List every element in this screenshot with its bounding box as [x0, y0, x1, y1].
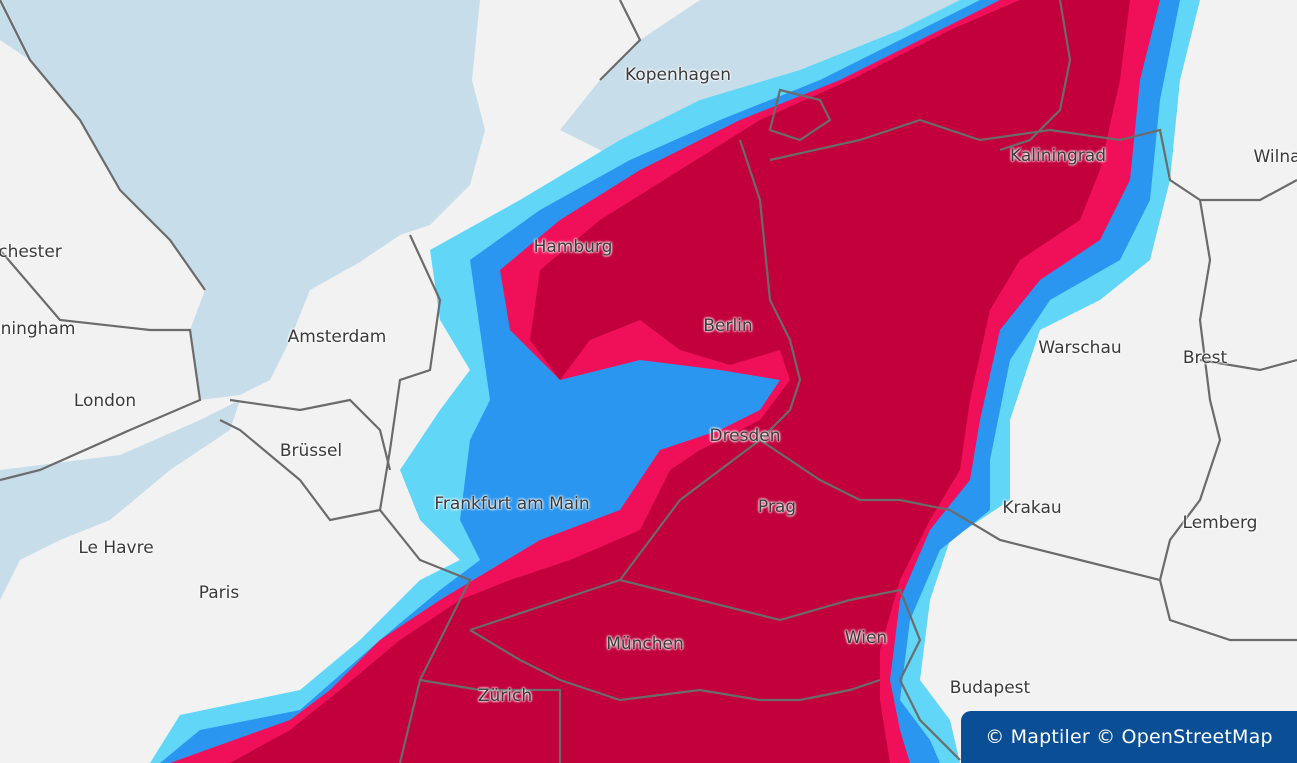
city-label-bruessel: Brüssel	[279, 441, 343, 461]
city-label-birmingham: ningham	[0, 319, 76, 339]
city-label-brest: Brest	[1182, 348, 1228, 368]
city-label-budapest: Budapest	[949, 678, 1031, 698]
city-label-berlin: Berlin	[703, 316, 753, 336]
city-label-wien: Wien	[844, 628, 888, 648]
city-label-london: London	[73, 391, 137, 411]
city-label-kopenhagen: Kopenhagen	[625, 65, 731, 85]
north-sea	[0, 0, 485, 400]
city-label-manchester: chester	[0, 242, 62, 262]
city-label-hamburg: Hamburg	[533, 237, 613, 257]
city-label-wilna: Wilna	[1253, 147, 1297, 167]
english-channel	[0, 400, 240, 600]
city-label-prag: Prag	[757, 497, 797, 517]
map-attribution[interactable]: © Maptiler © OpenStreetMap	[961, 711, 1297, 763]
city-label-krakau: Krakau	[1002, 498, 1062, 518]
city-label-frankfurt: Frankfurt am Main	[434, 494, 590, 514]
city-label-dresden: Dresden	[709, 426, 781, 446]
city-label-warschau: Warschau	[1038, 338, 1122, 358]
city-label-paris: Paris	[198, 583, 240, 603]
city-label-lemberg: Lemberg	[1182, 513, 1258, 533]
city-label-amsterdam: Amsterdam	[287, 327, 387, 347]
city-label-muenchen: München	[606, 634, 684, 654]
city-label-kaliningrad: Kaliningrad	[1010, 146, 1106, 166]
city-label-zuerich: Zürich	[477, 686, 533, 706]
city-label-lehavre: Le Havre	[78, 538, 154, 558]
precip-extreme	[230, 0, 1130, 763]
